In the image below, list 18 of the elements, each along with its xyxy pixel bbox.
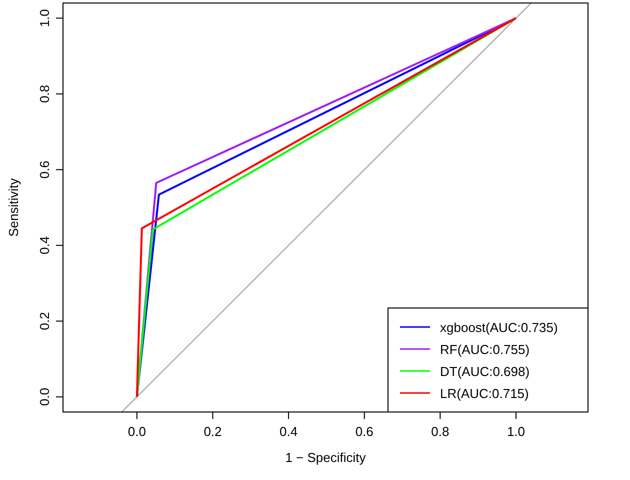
legend-label: DT(AUC:0.698) [440,364,530,379]
x-tick-label: 0.2 [204,424,222,439]
legend-label: RF(AUC:0.755) [440,342,530,357]
y-tick-label: 0.2 [37,312,52,330]
x-tick-label: 1.0 [506,424,526,439]
x-tick-label: 0.8 [431,424,450,439]
y-tick-label: 1.0 [37,9,52,28]
y-tick-label: 0.0 [37,388,52,406]
y-axis-title: Sensitivity [6,178,21,237]
x-tick-label: 0.6 [355,424,374,439]
y-tick-label: 0.6 [37,160,52,179]
x-tick-label: 0.4 [280,424,298,439]
x-tick-label: 0.0 [128,424,146,439]
legend-label: xgboost(AUC:0.735) [440,320,558,335]
legend-label: LR(AUC:0.715) [440,386,529,401]
y-tick-label: 0.4 [37,236,52,254]
y-tick-label: 0.8 [37,84,52,103]
x-axis-title: 1 − Specificity [285,450,366,465]
